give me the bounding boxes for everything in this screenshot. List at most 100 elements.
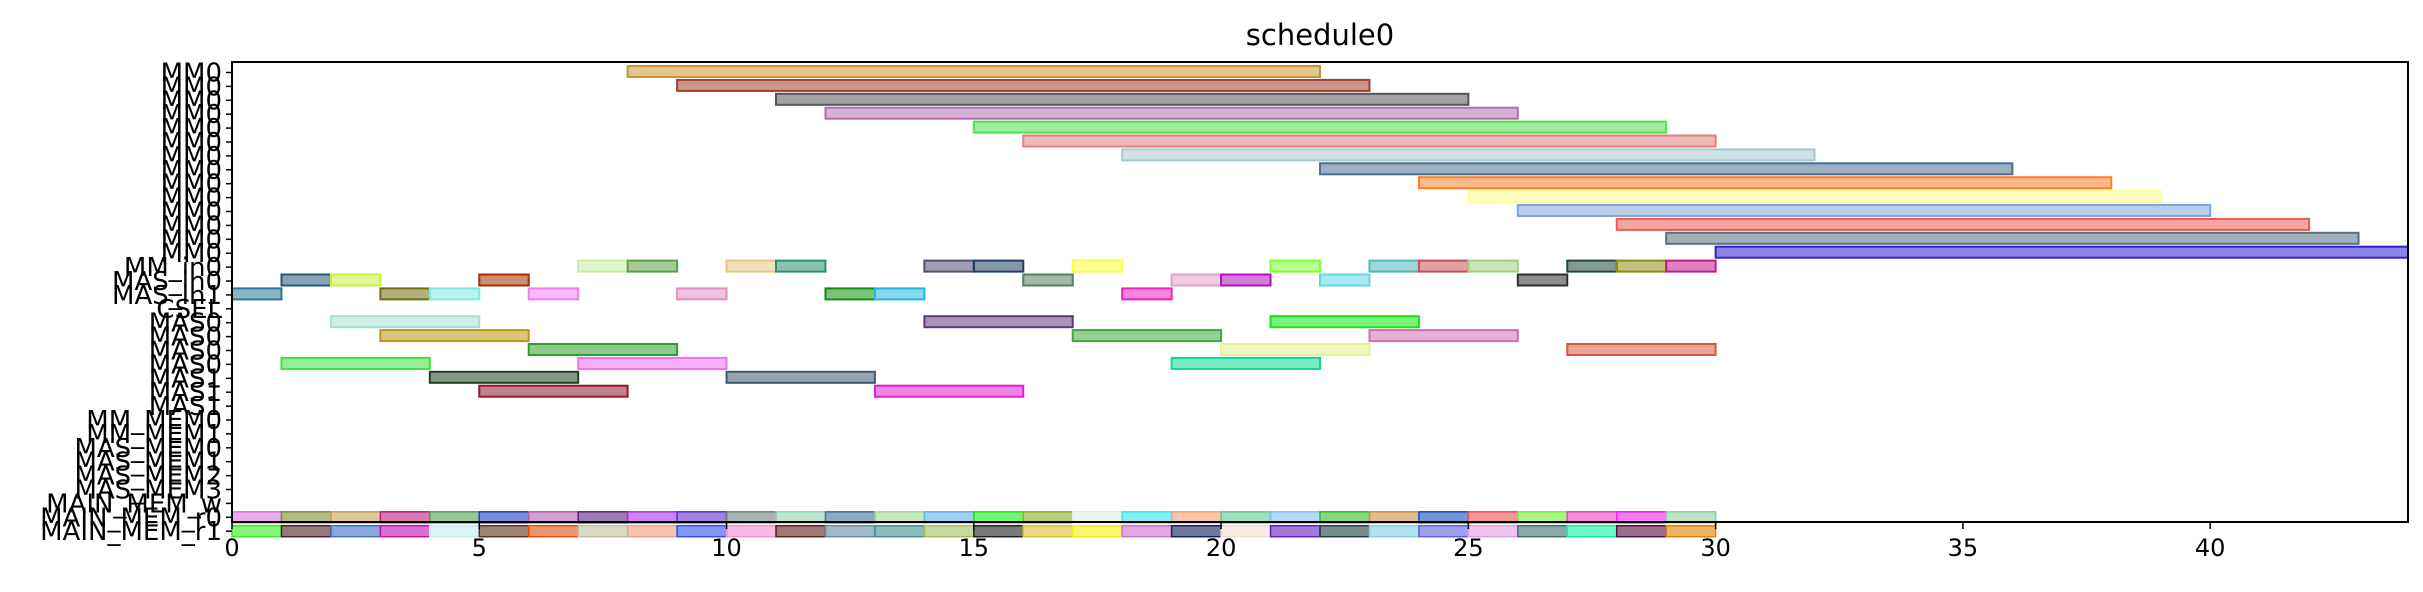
gantt-bar [478,273,530,287]
x-tick-label: 5 [472,534,487,562]
x-tick-label: 40 [2195,534,2226,562]
x-tick-label: 25 [1453,534,1484,562]
main-mem-cell [527,524,579,538]
gantt-bar [428,370,580,384]
main-mem-cell [775,524,827,538]
gantt-bar [379,329,530,343]
gantt-bar [1368,259,1420,273]
bars-layer [231,65,2409,398]
y-tick-label: MAIN_MEM_w [46,489,222,519]
gantt-bar [1071,259,1124,273]
main-mem-cell [626,524,678,538]
gantt-bar [1714,245,2409,259]
main-mem-cell [824,524,876,538]
y-tick-label: MAS_MEM2 [74,462,222,492]
main-mem-cell [1665,524,1717,538]
main-mem-cell [874,524,926,538]
y-tick-label: MAS_MEM3 [74,476,222,506]
gantt-bar [577,259,629,273]
x-tick-label: 20 [1206,534,1237,562]
gantt-bar [626,259,679,273]
gantt-bar [873,384,1025,398]
y-tick-label: MAS0 [149,350,222,380]
y-tick-label: MM0 [161,211,222,241]
gantt-bar [725,259,778,273]
gantt-bar [379,287,431,301]
gantt-bar [626,65,1321,78]
y-tick-label: MM0 [161,239,222,269]
y-tick-label: MAS1 [149,392,222,422]
main-mem-cell [1319,524,1371,538]
y-tick-label: MM0 [161,198,222,228]
gantt-bar [725,370,876,384]
gantt-bar [676,287,728,301]
gantt-bar [1665,259,1717,273]
y-tick-label: CSEL [156,295,222,325]
y-tick-label: MM0 [161,184,222,214]
gantt-bar [775,259,827,273]
main-mem-cell [1121,524,1173,538]
gantt-bar [1516,273,1569,287]
gantt-bar [1467,259,1519,273]
gantt-bar [428,287,481,301]
y-tick-label: MM0 [161,72,222,102]
gantt-bar [1417,176,2113,190]
gantt-bar [280,356,431,370]
y-tick-label: MM0 [161,86,222,116]
gantt-bar [478,384,629,398]
gantt-bar [1071,329,1223,343]
y-tick-label: MM_MEM1 [86,420,222,450]
gantt-bar [231,287,283,301]
gantt-bar [1220,343,1371,356]
gantt-bar [972,259,1025,273]
main-mem-cell [1566,524,1618,538]
y-tick-label: MM0 [161,142,222,172]
gantt-bar [1170,356,1321,370]
y-tick-label: MAS1 [149,364,222,394]
gantt-bar [1516,204,2212,217]
y-tick-label: MAS0 [149,309,222,339]
gantt-bar [1269,315,1420,329]
main-mem-cell [1022,524,1074,538]
gantt-bar [824,287,876,301]
x-tick-label: 0 [224,534,239,562]
y-tick-label: MM_MEM0 [86,406,222,436]
y-axis: MM0MM0MM0MM0MM0MM0MM0MM0MM0MM0MM0MM0MM0M… [40,59,232,547]
y-tick-label: MAS_in0 [112,267,222,297]
gantt-bar [1170,273,1223,287]
main-mem-cell [330,524,382,538]
gantt-bar [329,273,382,287]
gantt-bar [676,78,1371,92]
gantt-bar [1121,287,1173,301]
y-tick-label: MM0 [161,59,222,89]
y-tick-label: MAS_in1 [112,281,222,311]
main-mem-cell [379,524,431,538]
gantt-bar [1467,190,2162,204]
y-tick-label: MM0 [161,225,222,255]
chart-title: schedule0 [1246,18,1394,52]
gantt-bar [923,259,975,273]
main-mem-cell [1517,524,1569,538]
gantt-bar [775,92,1470,106]
x-tick-label: 35 [1948,534,1979,562]
plot-frame [231,61,2409,523]
y-tick-label: MM_in0 [124,253,222,283]
y-tick-label: MAS_MEM1 [74,448,222,478]
gantt-bar [1121,148,1816,162]
gantt-bar [1220,273,1272,287]
gantt-bar [527,287,580,301]
y-tick-label: MM0 [161,114,222,144]
main-mem-cell [280,524,332,538]
gantt-bar [1417,259,1470,273]
gantt-bar [1665,231,2360,245]
y-tick-label: MM0 [161,156,222,186]
y-tick-label: MAIN_MEM_r1 [40,517,222,547]
main-mem-cell [1368,524,1420,538]
gantt-bar [280,273,332,287]
y-tick-label: MM0 [161,100,222,130]
x-tick-label: 10 [711,534,742,562]
main-mem-layer [231,511,1717,538]
y-tick-label: MM0 [161,170,222,200]
gantt-bar [1022,273,1074,287]
